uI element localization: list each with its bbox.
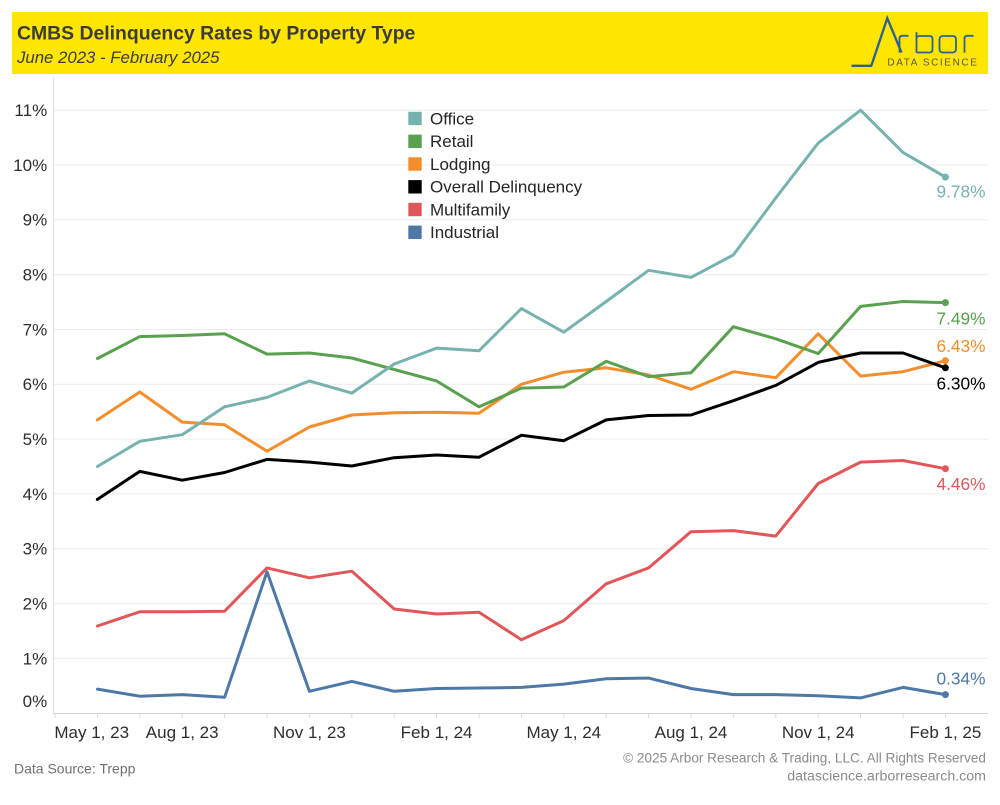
svg-text:May 1, 24: May 1, 24	[526, 723, 601, 742]
svg-text:0.34%: 0.34%	[936, 669, 985, 689]
svg-text:1%: 1%	[23, 649, 48, 668]
svg-text:Data Source: Trepp: Data Source: Trepp	[14, 761, 136, 777]
svg-text:10%: 10%	[13, 156, 47, 175]
svg-text:9%: 9%	[23, 211, 48, 230]
svg-text:Overall Delinquency: Overall Delinquency	[430, 178, 583, 197]
svg-text:8%: 8%	[23, 266, 48, 285]
svg-text:Multifamily: Multifamily	[430, 200, 511, 219]
svg-text:DATA SCIENCE: DATA SCIENCE	[887, 57, 978, 68]
svg-text:7.49%: 7.49%	[936, 309, 985, 329]
svg-text:9.78%: 9.78%	[936, 182, 985, 202]
svg-text:6.30%: 6.30%	[936, 373, 985, 393]
svg-text:Office: Office	[430, 109, 474, 128]
svg-text:2%: 2%	[23, 595, 48, 614]
svg-text:CMBS Delinquency Rates by Prop: CMBS Delinquency Rates by Property Type	[17, 23, 416, 45]
svg-text:Nov 1, 23: Nov 1, 23	[273, 723, 346, 742]
svg-text:4.46%: 4.46%	[936, 474, 985, 494]
svg-text:Retail: Retail	[430, 132, 473, 151]
svg-text:© 2025 Arbor Research & Tradin: © 2025 Arbor Research & Trading, LLC. Al…	[623, 751, 986, 766]
svg-text:Aug 1, 23: Aug 1, 23	[146, 723, 219, 742]
svg-text:3%: 3%	[23, 540, 48, 559]
svg-text:Feb 1, 24: Feb 1, 24	[401, 723, 473, 742]
svg-text:June 2023 - February 2025: June 2023 - February 2025	[16, 48, 220, 67]
svg-text:7%: 7%	[23, 320, 48, 339]
svg-text:Lodging: Lodging	[430, 155, 491, 174]
svg-text:May 1, 23: May 1, 23	[54, 723, 129, 742]
svg-text:11%: 11%	[14, 101, 47, 120]
svg-text:datascience.arborresearch.com: datascience.arborresearch.com	[787, 769, 986, 785]
svg-text:6%: 6%	[23, 375, 48, 394]
svg-text:Aug 1, 24: Aug 1, 24	[655, 723, 728, 742]
svg-text:Nov 1, 24: Nov 1, 24	[782, 723, 855, 742]
svg-text:5%: 5%	[23, 430, 48, 449]
svg-text:6.43%: 6.43%	[936, 336, 985, 356]
svg-text:Feb 1, 25: Feb 1, 25	[909, 723, 981, 742]
svg-text:4%: 4%	[23, 485, 48, 504]
svg-text:Industrial: Industrial	[430, 223, 499, 242]
svg-text:0%: 0%	[23, 692, 48, 711]
